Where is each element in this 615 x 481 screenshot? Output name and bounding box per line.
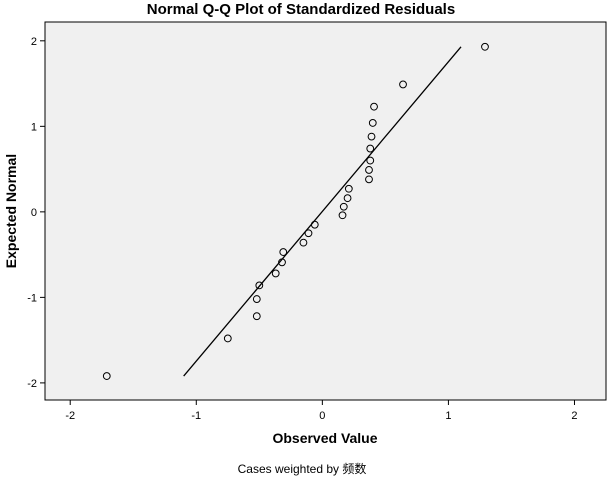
data-point bbox=[365, 175, 373, 184]
y-tick-label: -2 bbox=[27, 378, 37, 390]
data-point bbox=[339, 202, 348, 211]
data-point bbox=[310, 220, 319, 229]
x-tick-label: -2 bbox=[65, 410, 75, 422]
data-point bbox=[481, 42, 489, 51]
x-tick-label: 0 bbox=[319, 410, 325, 422]
data-point bbox=[367, 132, 376, 141]
chart-title: Normal Q-Q Plot of Standardized Residual… bbox=[147, 1, 455, 18]
data-point bbox=[368, 119, 377, 127]
data-point bbox=[344, 184, 353, 193]
footnote: Cases weighted by 频数 bbox=[238, 461, 367, 476]
y-tick-label: -1 bbox=[27, 292, 37, 304]
data-point bbox=[271, 269, 280, 278]
data-points bbox=[102, 42, 489, 380]
y-tick-label: 2 bbox=[31, 36, 37, 48]
data-point bbox=[299, 238, 308, 247]
y-axis: -2 -1 0 1 2 bbox=[27, 36, 45, 390]
data-point bbox=[304, 229, 313, 238]
data-point bbox=[338, 211, 347, 220]
data-point bbox=[366, 144, 375, 153]
data-point bbox=[278, 258, 286, 267]
data-point bbox=[102, 372, 111, 380]
y-axis-label: Expected Normal bbox=[3, 154, 19, 268]
data-point bbox=[255, 281, 264, 290]
data-point bbox=[279, 248, 288, 256]
y-tick-label: 0 bbox=[31, 207, 37, 219]
data-point bbox=[370, 102, 378, 111]
data-point bbox=[223, 334, 232, 343]
x-axis: -2 -1 0 1 2 bbox=[65, 400, 578, 422]
y-tick-label: 1 bbox=[31, 121, 37, 133]
x-axis-label: Observed Value bbox=[272, 430, 377, 446]
data-point bbox=[366, 156, 375, 165]
data-point bbox=[252, 295, 261, 303]
data-point bbox=[365, 166, 373, 174]
data-point bbox=[343, 194, 352, 203]
reference-line bbox=[183, 46, 462, 377]
data-point bbox=[252, 312, 261, 321]
plot-area bbox=[44, 21, 607, 401]
x-tick-label: 1 bbox=[445, 410, 451, 422]
x-tick-label: -1 bbox=[191, 410, 201, 422]
x-tick-label: 2 bbox=[571, 410, 577, 422]
data-point bbox=[399, 80, 407, 89]
